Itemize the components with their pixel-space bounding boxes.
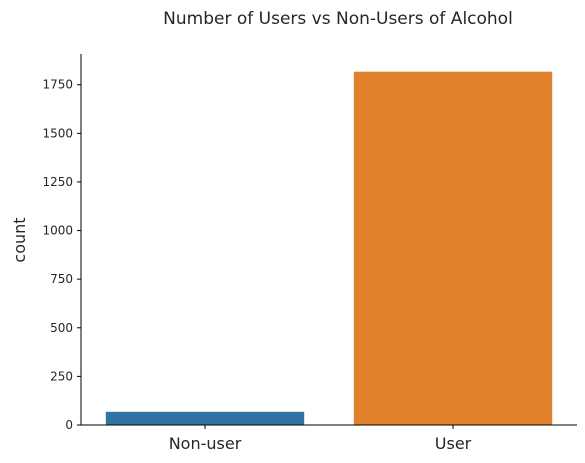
x-tick-label: User bbox=[435, 434, 472, 453]
y-tick-label: 1000 bbox=[42, 224, 73, 238]
y-tick-label: 0 bbox=[65, 418, 73, 432]
y-tick-label: 250 bbox=[50, 369, 73, 383]
x-tick-label: Non-user bbox=[169, 434, 242, 453]
y-axis-label: count bbox=[10, 217, 29, 262]
bar-user bbox=[353, 71, 553, 425]
y-tick-label: 750 bbox=[50, 272, 73, 286]
x-axis-ticks: Non-user User bbox=[169, 425, 472, 453]
bar-non-user bbox=[105, 411, 305, 425]
y-tick-label: 500 bbox=[50, 321, 73, 335]
y-tick-label: 1500 bbox=[42, 126, 73, 140]
chart-title: Number of Users vs Non-Users of Alcohol bbox=[163, 9, 513, 29]
y-tick-label: 1750 bbox=[42, 78, 73, 92]
y-axis-ticks: 0 250 500 750 1000 1250 1500 1750 bbox=[42, 78, 81, 432]
plot-area bbox=[105, 71, 553, 425]
y-tick-label: 1250 bbox=[42, 175, 73, 189]
